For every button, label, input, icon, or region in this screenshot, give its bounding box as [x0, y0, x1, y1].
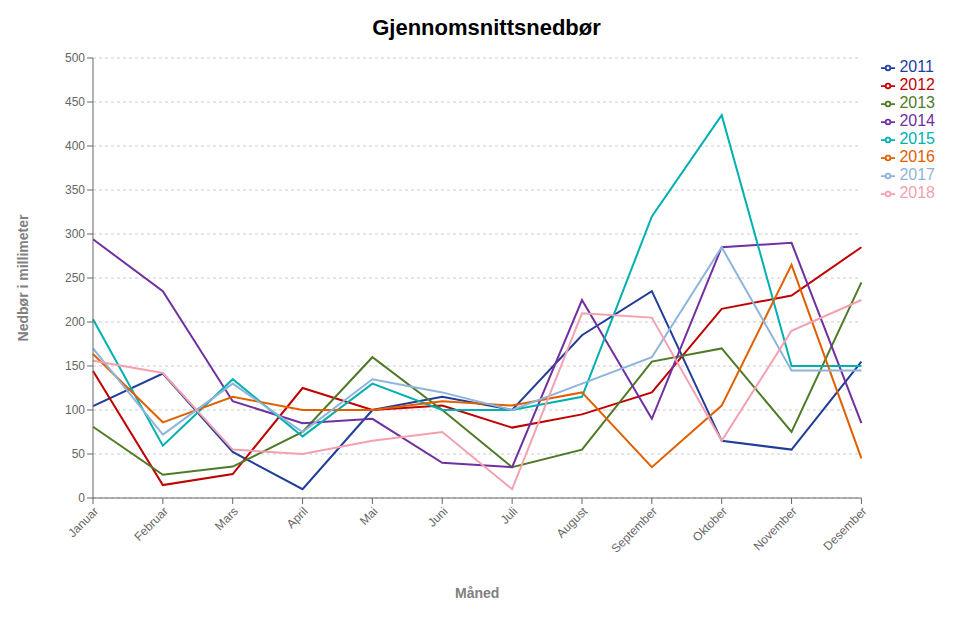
svg-text:September: September — [609, 504, 660, 555]
svg-text:November: November — [751, 504, 800, 553]
svg-text:50: 50 — [72, 447, 86, 461]
html-text:2011: 2011 — [899, 58, 934, 75]
html-text:2013: 2013 — [899, 94, 935, 111]
html-text:2014: 2014 — [899, 112, 935, 129]
svg-text:150: 150 — [65, 359, 85, 373]
html-text:2015: 2015 — [899, 130, 935, 147]
svg-text:Nedbør i millimeter: Nedbør i millimeter — [15, 214, 31, 341]
svg-text:Januar: Januar — [65, 504, 101, 540]
svg-text:Desember: Desember — [821, 504, 870, 553]
svg-text:August: August — [554, 504, 591, 541]
svg-text:April: April — [284, 504, 311, 531]
svg-text:450: 450 — [65, 95, 85, 109]
svg-text:0: 0 — [78, 491, 85, 505]
svg-text:Juni: Juni — [425, 504, 450, 529]
svg-text:250: 250 — [65, 271, 85, 285]
html-text:Gjennomsnittsnedbør: Gjennomsnittsnedbør — [372, 15, 601, 40]
svg-text:400: 400 — [65, 139, 85, 153]
svg-text:500: 500 — [65, 51, 85, 65]
svg-text:100: 100 — [65, 403, 85, 417]
svg-text:Mars: Mars — [212, 504, 241, 533]
svg-text:Juli: Juli — [498, 504, 521, 527]
svg-text:300: 300 — [65, 227, 85, 241]
svg-text:200: 200 — [65, 315, 85, 329]
html-text:2016: 2016 — [899, 148, 935, 165]
svg-text:Oktober: Oktober — [690, 504, 730, 544]
svg-text:Februar: Februar — [131, 504, 171, 544]
svg-text:350: 350 — [65, 183, 85, 197]
svg-text:Måned: Måned — [455, 585, 499, 601]
svg-text:Mai: Mai — [357, 504, 381, 528]
html-text:2012: 2012 — [899, 76, 935, 93]
html-text:2018: 2018 — [899, 184, 935, 201]
html-text:2017: 2017 — [899, 166, 935, 183]
